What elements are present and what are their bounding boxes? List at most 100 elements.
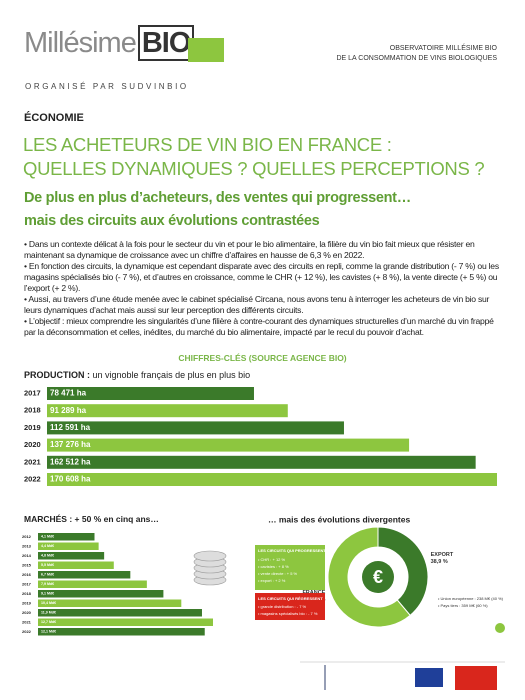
text-part: PRODUCTION : bbox=[24, 370, 90, 380]
value-label: 91 289 ha bbox=[50, 406, 87, 415]
chart-title: … mais des évolutions divergentes bbox=[268, 514, 410, 524]
down-title: LES CIRCUITS QUI RÉGRESSENT bbox=[258, 596, 323, 601]
organizer: ORGANISÉ PAR SUDVINBIO bbox=[25, 82, 189, 91]
category-label: 2020 bbox=[24, 440, 41, 449]
value-label: 170 608 ha bbox=[50, 475, 91, 484]
category-label: 2016 bbox=[22, 572, 32, 577]
eu-organic-logo bbox=[188, 38, 224, 62]
bar bbox=[47, 455, 476, 469]
export-detail: • Union européenne : 238 M€ (40 %) bbox=[438, 596, 504, 601]
euro-icon bbox=[362, 561, 394, 593]
down-box bbox=[255, 593, 325, 620]
value-label: 4,8 Md€ bbox=[41, 554, 54, 558]
coin bbox=[193, 550, 227, 562]
paragraph: • L’objectif : mieux comprendre les sing… bbox=[24, 316, 494, 337]
export-detail: • Pays tiers : 359 M€ (60 %) bbox=[438, 603, 488, 608]
bar bbox=[47, 404, 288, 418]
bar bbox=[38, 590, 164, 598]
bar bbox=[47, 438, 410, 452]
value-label: 4,4 Md€ bbox=[41, 544, 54, 548]
paragraph: • En fonction des circuits, la dynamique… bbox=[24, 261, 499, 293]
up-title: LES CIRCUITS QUI PROGRESSENT bbox=[258, 548, 326, 553]
value-label: 4,1 Md€ bbox=[41, 535, 54, 539]
category-label: 2014 bbox=[22, 553, 32, 558]
segment-label: EXPORT 38,9 % bbox=[431, 552, 454, 565]
category-label: 2020 bbox=[22, 610, 32, 615]
key-figures-title: CHIFFRES-CLÉS (SOURCE AGENCE BIO) bbox=[178, 353, 347, 363]
value-label: 11,9 Md€ bbox=[41, 611, 56, 615]
observatory-line: OBSERVATOIRE MILLÉSIME BIO bbox=[389, 45, 497, 52]
donut-segment bbox=[327, 526, 411, 628]
chart-title: PRODUCTION : un vignoble français de plu… bbox=[24, 370, 250, 380]
category-label: 2017 bbox=[24, 388, 41, 397]
category-label: 2021 bbox=[22, 619, 32, 624]
next-arrow bbox=[495, 623, 505, 633]
eu-flag bbox=[415, 668, 443, 687]
category-label: 2017 bbox=[22, 581, 32, 586]
euro-symbol: € bbox=[373, 567, 383, 587]
category-label: 2019 bbox=[24, 423, 41, 432]
up-item: • CHR : + 12 % bbox=[258, 557, 286, 562]
category-label: 2012 bbox=[22, 534, 32, 539]
body-text: • Dans un contexte délicat à la fois pou… bbox=[24, 239, 502, 338]
down-item: • magasins spécialisés bio : - 7 % bbox=[258, 611, 318, 616]
bar bbox=[47, 421, 344, 435]
brand: Millésime BIO bbox=[24, 25, 195, 61]
subtitle-line: mais des circuits aux évolutions contras… bbox=[24, 213, 320, 229]
category-label: 2022 bbox=[24, 474, 41, 483]
value-label: 6,7 Md€ bbox=[41, 573, 54, 577]
category-label: 2018 bbox=[22, 591, 32, 596]
bar bbox=[38, 533, 95, 541]
bar bbox=[38, 542, 99, 550]
up-item: • cavistes : + 8 % bbox=[258, 564, 289, 569]
category-label: 2019 bbox=[22, 600, 32, 605]
bar bbox=[38, 628, 205, 636]
value-label: 5,5 Md€ bbox=[41, 563, 54, 567]
text-part: un vignoble français de plus en plus bio bbox=[93, 370, 251, 380]
down-item: • grande distribution : - 7 % bbox=[258, 604, 307, 609]
region-logo bbox=[455, 666, 497, 690]
bar bbox=[38, 561, 114, 569]
bar bbox=[47, 387, 254, 400]
chart-title: MARCHÉS : + 50 % en cinq ans… bbox=[24, 514, 159, 524]
value-label: 7,9 Md€ bbox=[41, 582, 54, 586]
observatory-line: DE LA CONSOMMATION DE VINS BIOLOGIQUES bbox=[336, 55, 497, 62]
bar bbox=[38, 552, 105, 560]
up-box bbox=[255, 545, 325, 590]
value-label: 112 591 ha bbox=[50, 423, 91, 432]
up-item: • export : + 2 % bbox=[258, 578, 286, 583]
value-label: 12,7 Md€ bbox=[41, 620, 56, 624]
up-item: • vente directe : + 5 % bbox=[258, 571, 298, 576]
bar bbox=[38, 571, 131, 579]
subtitle-line: De plus en plus d’acheteurs, des ventes … bbox=[24, 190, 411, 206]
category-label: 2018 bbox=[24, 406, 41, 415]
bar bbox=[38, 609, 202, 617]
text-part: MARCHÉS : bbox=[24, 514, 72, 524]
category-label: 2013 bbox=[22, 543, 32, 548]
bar bbox=[38, 580, 147, 588]
subtitle: De plus en plus d’acheteurs, des ventes … bbox=[24, 187, 411, 233]
value-label: 162 512 ha bbox=[50, 457, 91, 466]
bar bbox=[38, 618, 213, 626]
brand-bio: BIO bbox=[137, 25, 195, 61]
category-label: 2021 bbox=[24, 457, 41, 466]
value-label: 137 276 ha bbox=[50, 440, 91, 449]
value-label: 10,4 Md€ bbox=[41, 601, 56, 605]
value-label: 9,1 Md€ bbox=[41, 592, 54, 596]
value-label: 12,1 Md€ bbox=[41, 630, 56, 634]
category-label: 2022 bbox=[22, 629, 32, 634]
category-label: 2015 bbox=[22, 562, 32, 567]
title-line: LES ACHETEURS DE VIN BIO EN FRANCE : bbox=[23, 134, 392, 155]
text-part: EXPORT bbox=[431, 552, 454, 558]
title: LES ACHETEURS DE VIN BIO EN FRANCE : QUE… bbox=[23, 133, 485, 181]
title-line: QUELLES DYNAMIQUES ? QUELLES PERCEPTIONS… bbox=[23, 158, 485, 179]
observatory: OBSERVATOIRE MILLÉSIME BIO DE LA CONSOMM… bbox=[336, 44, 497, 64]
section: ÉCONOMIE bbox=[24, 112, 84, 124]
bar bbox=[38, 599, 182, 607]
paragraph: • Aussi, au travers d’une étude menée av… bbox=[24, 294, 490, 315]
value-label: 78 471 ha bbox=[50, 389, 87, 398]
paragraph: • Dans un contexte délicat à la fois pou… bbox=[24, 239, 475, 260]
text-part: + 50 % en cinq ans… bbox=[75, 514, 159, 524]
